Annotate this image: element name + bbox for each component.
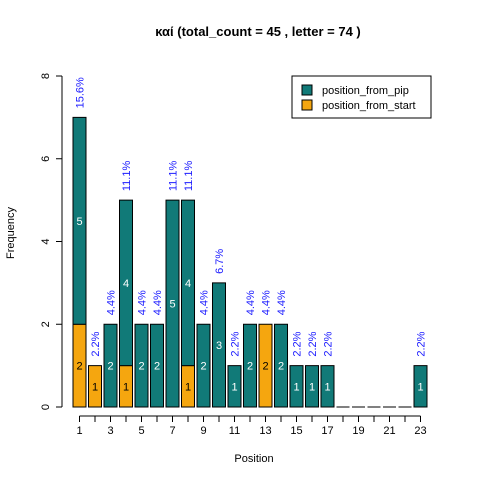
y-tick-label: 8 [40, 73, 52, 79]
bar-percent-label: 6.7% [214, 249, 226, 274]
bar-value-label-pip: 5 [76, 216, 82, 228]
x-tick-label: 17 [321, 425, 333, 437]
bar-position-from-pip [243, 323, 257, 408]
bar-position-from-pip [289, 365, 304, 408]
legend-box [291, 75, 432, 119]
x-tick-label: 13 [259, 425, 271, 437]
bar-value-label-start: 1 [92, 381, 98, 393]
bar-position-from-start [88, 365, 102, 408]
bar-value-label-pip: 2 [200, 361, 206, 373]
bar-position-from-pip [413, 365, 428, 408]
x-tick-label: 19 [352, 425, 364, 437]
bar-value-label-pip: 2 [107, 361, 113, 373]
bar-position-from-pip [196, 323, 211, 408]
bar-percent-label: 4.4% [276, 290, 288, 315]
bar-percent-label: 4.4% [199, 290, 211, 315]
bar-percent-label: 2.2% [323, 331, 335, 356]
bar-value-label-pip: 3 [216, 340, 222, 352]
bar-value-label-pip: 4 [123, 278, 129, 290]
bar-percent-label: 2.2% [416, 331, 428, 356]
bar-value-label-pip: 1 [309, 381, 315, 393]
bar-percent-label: 15.6% [75, 77, 87, 108]
bar-value-label-start: 2 [76, 361, 82, 373]
bar-position-from-pip [305, 365, 319, 408]
bar-position-from-pip [134, 323, 149, 408]
bar-position-from-pip [72, 116, 87, 325]
x-tick-label: 1 [76, 425, 82, 437]
chart-title: καί (total_count = 45 , letter = 74 ) [155, 24, 361, 39]
bars [72, 116, 428, 408]
bar-percent-label: 4.4% [106, 290, 118, 315]
x-tick-label: 23 [414, 425, 426, 437]
x-axis-label: Position [234, 453, 273, 465]
bar-position-from-pip [227, 365, 242, 408]
y-tick-label: 0 [40, 404, 52, 410]
bar-position-from-pip [119, 199, 133, 367]
bar-percent-label: 2.2% [90, 331, 102, 356]
bar-value-label-pip: 1 [324, 381, 330, 393]
legend-swatch [301, 84, 313, 96]
bar-value-label-pip: 1 [417, 381, 423, 393]
bar-position-from-pip [274, 323, 288, 408]
bar-percent-label: 2.2% [292, 331, 304, 356]
y-tick-label: 4 [40, 238, 52, 244]
bar-position-from-pip [150, 323, 164, 408]
x-tick-label: 9 [200, 425, 206, 437]
bar-value-label-start: 2 [262, 361, 268, 373]
bar-percent-label: 11.1% [168, 161, 180, 192]
bar-percent-label: 2.2% [230, 331, 242, 356]
bar-percent-label: 4.4% [245, 290, 257, 315]
bar-value-label-pip: 1 [231, 381, 237, 393]
bar-value-label-pip: 2 [154, 361, 160, 373]
bar-position-from-pip [181, 199, 195, 367]
y-axis: 0 2 4 6 8 [40, 73, 63, 410]
bar-percent-label: 11.1% [121, 161, 133, 192]
legend: position_from_pip position_from_start [291, 75, 432, 119]
bar-percent-label: 4.4% [137, 290, 149, 315]
legend-entry: position_from_pip [322, 85, 409, 97]
x-axis: 1 3 5 7 9 11 13 15 17 19 21 23 [76, 415, 427, 437]
bar-position-from-pip [212, 282, 226, 408]
bar-position-from-pip [165, 199, 180, 408]
bar-percent-label: 2.2% [307, 331, 319, 356]
bar-percent-label: 4.4% [261, 290, 273, 315]
bar-value-label-start: 1 [185, 381, 191, 393]
bar-value-label-pip: 2 [247, 361, 253, 373]
bar-labels: 2 5 15.6% 1 2.2% 2 4.4% 1 4 11.1% 2 4.4% 2 4.4% 5 11.1%… [75, 77, 428, 393]
bar-percent-label: 11.1% [183, 161, 195, 192]
x-tick-label: 5 [138, 425, 144, 437]
x-tick-label: 3 [107, 425, 113, 437]
legend-entry: position_from_start [322, 100, 416, 112]
bar-value-label-pip: 2 [278, 361, 284, 373]
x-tick-label: 7 [169, 425, 175, 437]
x-tick-label: 11 [229, 425, 240, 437]
bar-value-label-pip: 2 [138, 361, 144, 373]
bar-position-from-start [258, 323, 273, 408]
y-tick-label: 6 [40, 156, 52, 162]
bar-value-label-pip: 4 [185, 278, 191, 290]
bar-position-from-pip [103, 323, 118, 408]
bar-percent-label: 4.4% [152, 290, 164, 315]
bar-position-from-pip [320, 365, 335, 408]
y-axis-label: Frequency [5, 207, 17, 259]
bar-value-label-pip: 5 [169, 299, 175, 311]
bar-value-label-pip: 1 [293, 381, 299, 393]
y-tick-label: 2 [40, 321, 52, 327]
x-tick-label: 21 [383, 425, 395, 437]
x-tick-label: 15 [290, 425, 302, 437]
bar-value-label-start: 1 [123, 381, 129, 393]
legend-swatch [301, 99, 313, 111]
